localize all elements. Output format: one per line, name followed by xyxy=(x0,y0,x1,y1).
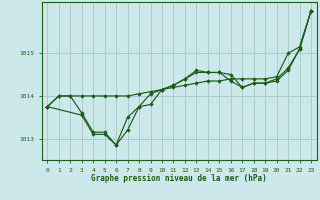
X-axis label: Graphe pression niveau de la mer (hPa): Graphe pression niveau de la mer (hPa) xyxy=(91,174,267,183)
